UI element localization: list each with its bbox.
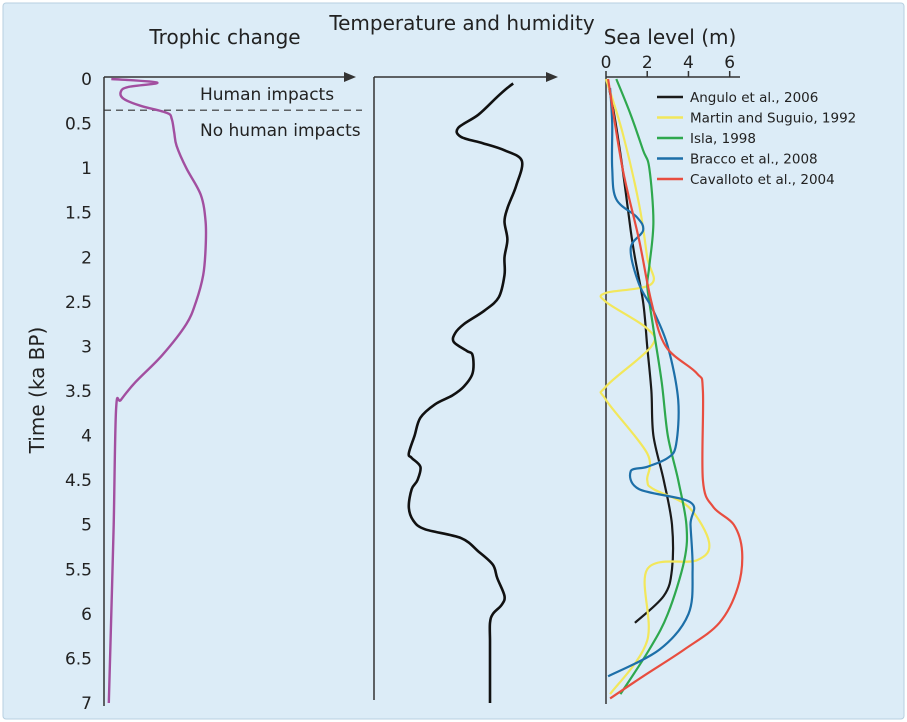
y-tick-label: 4.5 [65, 471, 92, 491]
y-tick-label: 5 [81, 516, 92, 536]
y-axis-label: Time (ka BP) [25, 327, 49, 455]
x-tick-label: 4 [683, 53, 694, 73]
trophic-axis-arrow [344, 72, 356, 82]
y-tick-label: 3 [81, 337, 92, 357]
y-tick-label: 2 [81, 248, 92, 268]
y-tick-label: 0.5 [65, 115, 92, 135]
panel-title-sea-level: Sea level (m) [604, 25, 737, 49]
annotation-no-human-impacts: No human impacts [200, 121, 361, 141]
legend: Angulo et al., 2006 Martin and Suguio, 19… [657, 90, 856, 188]
y-tick-label: 4 [81, 427, 92, 447]
trophic-change-line [107, 77, 208, 704]
y-tick-label: 6.5 [65, 649, 92, 669]
y-tick-labels: 0 0.5 1 1.5 2 2.5 3 3.5 4 4.5 5 5.5 6 6.5 7 [65, 70, 92, 714]
y-tick-label: 1 [81, 159, 92, 179]
temperature-axis-arrow [546, 72, 558, 82]
annotation-human-impacts: Human impacts [200, 85, 334, 105]
sea-level-series [599, 78, 744, 700]
sea-level-line-4 [607, 78, 744, 700]
legend-label: Martin and Suguio, 1992 [690, 111, 856, 127]
legend-label: Cavalloto et al., 2004 [690, 172, 835, 188]
sea-level-line-3 [607, 87, 696, 678]
sea-level-line-1 [599, 78, 711, 695]
panel-title-temperature: Temperature and humidity [328, 11, 595, 35]
sea-level-line-2 [615, 78, 689, 695]
y-tick-label: 2.5 [65, 293, 92, 313]
y-tick-label: 5.5 [65, 560, 92, 580]
legend-label: Bracco et al., 2008 [690, 152, 818, 168]
trophic-series [107, 77, 208, 704]
y-tick-label: 0 [81, 70, 92, 90]
sea-level-x-ticks: 0 2 4 6 [601, 53, 735, 77]
y-tick-label: 7 [81, 694, 92, 714]
x-tick-label: 0 [601, 53, 612, 73]
panel-title-trophic: Trophic change [148, 25, 300, 49]
y-tick-label: 1.5 [65, 204, 92, 224]
y-tick-label: 6 [81, 605, 92, 625]
legend-label: Angulo et al., 2006 [690, 90, 818, 106]
temperature-series [407, 82, 524, 703]
temperature-humidity-line [407, 82, 524, 703]
legend-label: Isla, 1998 [690, 131, 756, 147]
x-tick-label: 6 [724, 53, 735, 73]
y-tick-label: 3.5 [65, 382, 92, 402]
x-tick-label: 2 [642, 53, 653, 73]
